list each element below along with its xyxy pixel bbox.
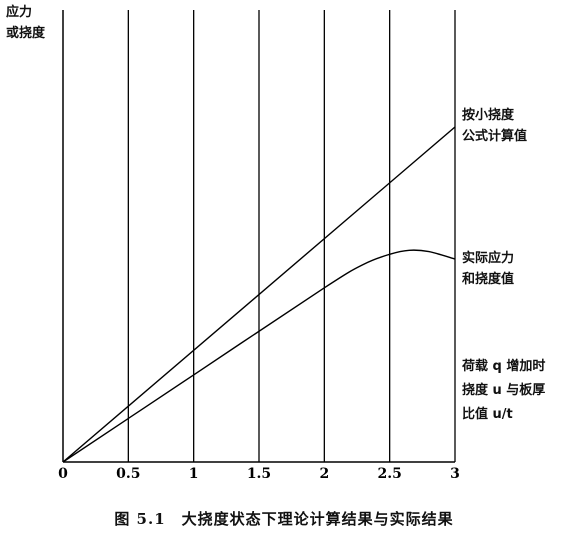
x-axis-annotation-line-2: 挠度 u 与板厚 <box>462 383 546 398</box>
axes <box>62 10 455 463</box>
x-tick-label-2: 2 <box>319 466 329 482</box>
series-lines <box>62 126 456 463</box>
figure-caption: 图 5.1 大挠度状态下理论计算结果与实际结果 <box>114 510 454 528</box>
x-tick-labels: 0 0.5 1 1.5 2 2.5 3 <box>58 466 460 482</box>
vertical-grid-lines <box>127 10 456 462</box>
series-line-actual <box>62 249 456 463</box>
series-label-actual-line-2: 和挠度值 <box>462 272 515 287</box>
series-label-small-deflection-line-2: 公式计算值 <box>462 129 528 144</box>
x-axis-annotation: 荷载 q 增加时 挠度 u 与板厚 比值 u/t <box>462 355 545 427</box>
x-tick-label-1: 1 <box>189 466 199 482</box>
series-label-small-deflection-line-1: 按小挠度 <box>462 108 515 123</box>
series-label-actual-line-1: 实际应力 <box>462 251 515 266</box>
x-tick-label-0.5: 0.5 <box>116 466 140 482</box>
y-axis-label-line-1: 应力 <box>6 5 33 20</box>
series-label-actual: 实际应力 和挠度值 <box>462 248 514 290</box>
y-axis-label-line-2: 或挠度 <box>6 26 46 41</box>
x-tick-label-3: 3 <box>450 466 460 482</box>
x-tick-label-0: 0 <box>58 466 68 482</box>
x-tick-label-2.5: 2.5 <box>377 466 401 482</box>
series-line-small-deflection <box>62 126 456 463</box>
x-axis-annotation-line-3: 比值 u/t <box>462 407 513 422</box>
series-label-small-deflection: 按小挠度 公式计算值 <box>462 105 527 147</box>
x-tick-label-1.5: 1.5 <box>247 466 271 482</box>
y-axis-label: 应力 或挠度 <box>6 2 45 44</box>
x-axis-annotation-line-1: 荷载 q 增加时 <box>462 359 546 374</box>
